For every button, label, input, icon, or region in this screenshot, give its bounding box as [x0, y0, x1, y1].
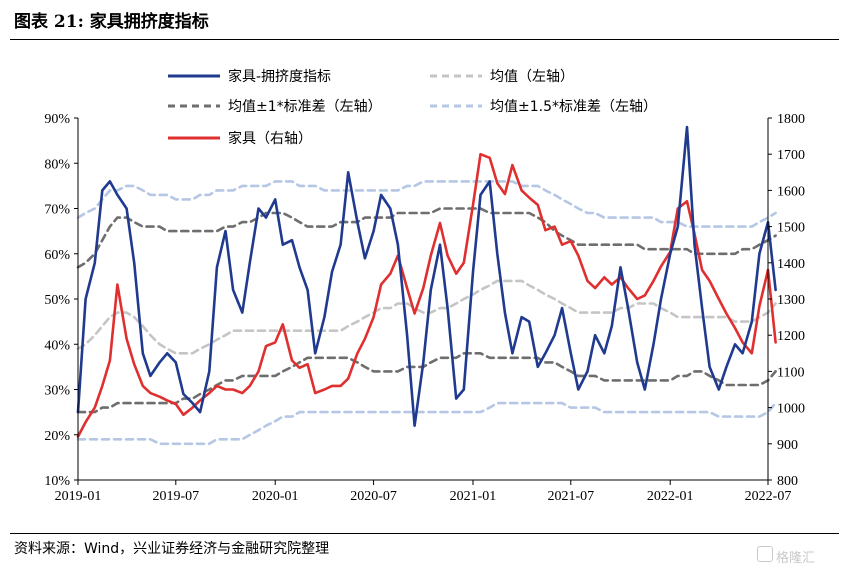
y-left-tick-label: 80%: [44, 157, 70, 172]
legend-label: 家具-拥挤度指标: [228, 68, 331, 85]
y-left-tick-label: 20%: [44, 429, 70, 444]
watermark: 格隆汇: [776, 551, 816, 566]
y-left-tick-label: 40%: [44, 338, 70, 353]
series-line: [76, 207, 777, 269]
series-layer: [76, 125, 777, 446]
x-tick-label: 2021-07: [547, 489, 594, 504]
series-line: [76, 125, 777, 428]
y-right-tick-label: 900: [777, 438, 798, 453]
axes-layer: 10% 20% 30% 40% 50% 60% 70% 80% 90% 800 900 1000 110…: [44, 112, 805, 504]
legend-label: 均值±1.5*标准差（左轴）: [490, 99, 657, 115]
y-left-tick-label: 10%: [44, 474, 70, 489]
x-tick-label: 2020-01: [252, 489, 299, 504]
x-tick-label: 2019-07: [152, 489, 199, 504]
legend-label: 均值（左轴）: [490, 69, 574, 85]
x-tick-label: 2019-01: [55, 489, 102, 504]
x-tick-label: 2022-01: [647, 489, 694, 504]
y-left-tick-label: 50%: [44, 293, 70, 308]
source-note: 资料来源：Wind，兴业证券经济与金融研究院整理: [14, 541, 330, 557]
y-left-tick-label: 30%: [44, 384, 70, 399]
y-right-tick-label: 1600: [777, 184, 805, 199]
y-left-tick-label: 60%: [44, 248, 70, 263]
series-line: [76, 401, 777, 446]
y-right-tick-label: 1200: [777, 329, 805, 344]
series-line: [76, 351, 777, 414]
y-right-tick-label: 1000: [777, 402, 805, 417]
y-right-tick-label: 1500: [777, 221, 805, 236]
y-right-tick-label: 1400: [777, 257, 805, 272]
y-left-tick-label: 70%: [44, 203, 70, 218]
x-tick-label: 2022-07: [745, 489, 792, 504]
x-tick-label: 2020-07: [350, 489, 397, 504]
legend: 家具-拥挤度指标 均值（左轴） 均值±1*标准差（左轴） 均值±1.5*标准差（左轴）…: [168, 68, 657, 147]
legend-label: 家具（右轴）: [228, 130, 312, 147]
chart-title: 图表 21: 家具拥挤度指标: [14, 12, 209, 32]
y-left-tick-label: 90%: [44, 112, 70, 127]
title-divider: [10, 39, 839, 40]
source-divider: [10, 533, 839, 534]
legend-label: 均值±1*标准差（左轴）: [228, 99, 382, 115]
y-right-tick-label: 1100: [777, 365, 804, 380]
y-right-tick-label: 1300: [777, 293, 805, 308]
watermark-logo-icon: [757, 546, 773, 562]
y-right-tick-label: 800: [777, 474, 798, 489]
line-chart: 10% 20% 30% 40% 50% 60% 70% 80% 90% 800 900 1000 110…: [44, 68, 805, 504]
x-tick-label: 2021-01: [450, 489, 497, 504]
y-right-tick-label: 1800: [777, 112, 805, 127]
series-line: [76, 180, 777, 228]
y-right-tick-label: 1700: [777, 148, 805, 163]
